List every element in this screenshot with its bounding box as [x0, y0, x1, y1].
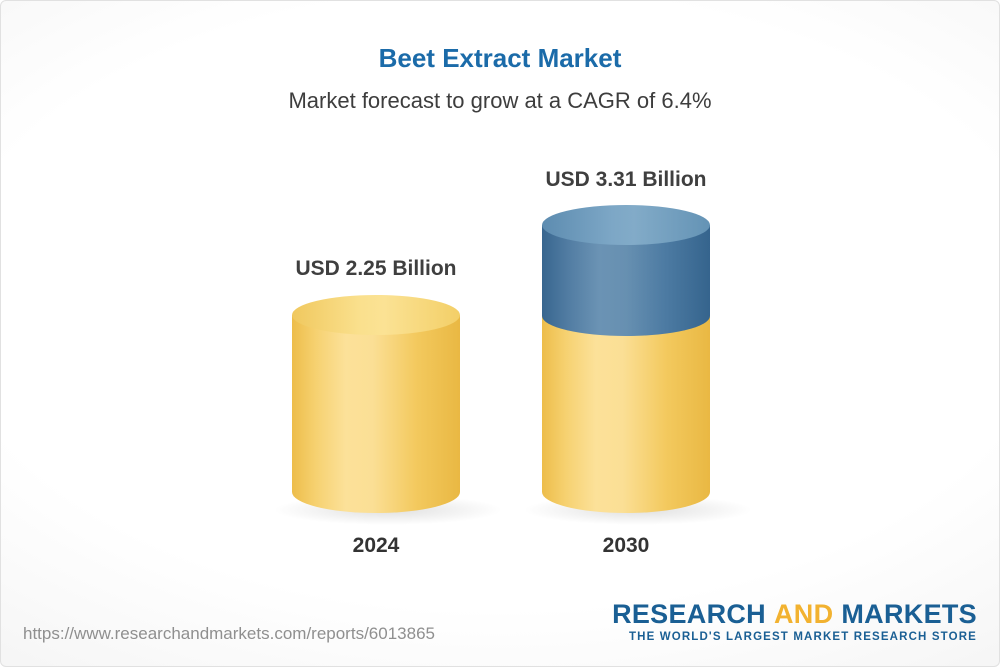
- logo-word-markets: MARKETS: [841, 599, 977, 629]
- page-title: Beet Extract Market: [378, 43, 622, 73]
- bar-2030-top-cap: [542, 205, 710, 245]
- bar-2024-cylinder: [292, 295, 460, 513]
- axis-label-2030: 2030: [602, 534, 650, 557]
- axis-label-2024: 2024: [352, 534, 400, 557]
- logo-word-and: AND: [773, 599, 834, 629]
- value-label-2024: USD 2.25 Billion: [295, 257, 457, 280]
- bar-2024-body: [292, 315, 460, 513]
- logo-wordmark: RESEARCH AND MARKETS: [612, 599, 977, 629]
- bar-2030-base-segment: [542, 316, 710, 513]
- logo-word-research: RESEARCH: [612, 599, 766, 629]
- bar-2024-top-cap: [292, 295, 460, 335]
- page-subtitle: Market forecast to grow at a CAGR of 6.4…: [288, 88, 712, 113]
- bar-2030-cylinder: [542, 205, 710, 513]
- value-label-2030: USD 3.31 Billion: [545, 168, 707, 191]
- company-logo: RESEARCH AND MARKETS THE WORLD'S LARGEST M…: [612, 599, 977, 644]
- report-url: https://www.researchandmarkets.com/repor…: [23, 624, 435, 643]
- logo-tagline: THE WORLD'S LARGEST MARKET RESEARCH STOR…: [628, 631, 977, 644]
